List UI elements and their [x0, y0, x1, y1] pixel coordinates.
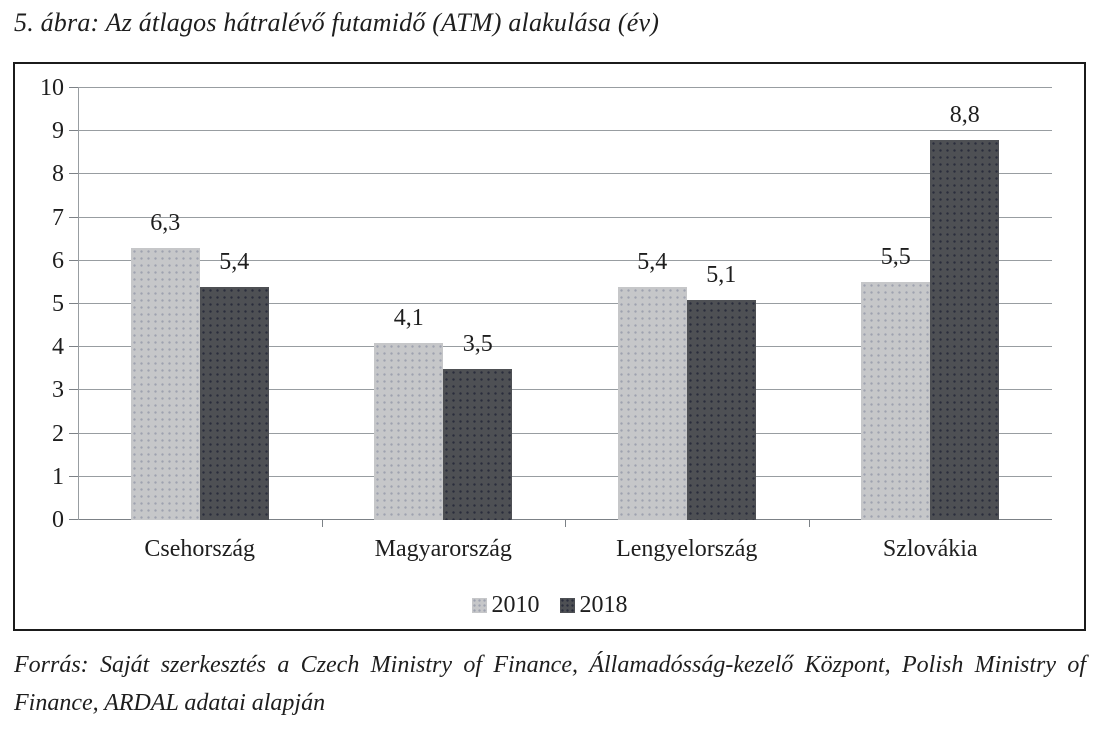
bar-value-2010-csehorszag: 6,3: [150, 209, 181, 236]
legend-swatch-2018: [559, 597, 575, 613]
legend-item-2018: 2018: [559, 592, 628, 618]
y-tick-7: [69, 216, 78, 218]
y-tick-3: [69, 389, 78, 391]
gridline-8: [78, 173, 1052, 175]
y-axis-label-9: 9: [52, 118, 64, 145]
gridline-1: [78, 475, 1052, 477]
source-line-1: Forrás: Saját szerkesztés a Czech Minist…: [14, 652, 1086, 678]
legend-label-2010: 2010: [491, 592, 540, 618]
y-tick-8: [69, 173, 78, 175]
x-axis-label-csehorszag: Csehország: [144, 536, 256, 562]
source-line-2: Finance, ARDAL adatai alapján: [14, 690, 326, 716]
source-note: Forrás: Saját szerkesztés a Czech Minist…: [14, 646, 1086, 722]
gridline-0: [78, 519, 1052, 520]
y-axis-label-8: 8: [52, 161, 64, 188]
y-axis-label-6: 6: [52, 247, 64, 274]
y-tick-5: [69, 303, 78, 304]
gridline-6: [78, 259, 1052, 261]
legend-item-2010: 2010: [471, 592, 540, 618]
y-tick-6: [69, 259, 78, 261]
gridline-2: [78, 432, 1052, 434]
bar-2018-magyarorszag: [443, 368, 513, 520]
y-axis-label-7: 7: [52, 204, 64, 231]
bar-2010-magyarorszag: [374, 342, 444, 520]
x-axis-label-magyarorszag: Magyarország: [374, 536, 512, 562]
bar-2018-csehorszag: [199, 286, 269, 520]
bar-value-2010-magyarorszag: 4,1: [393, 304, 424, 331]
legend-label-2018: 2018: [579, 592, 628, 618]
y-tick-1: [69, 475, 78, 477]
x-axis-label-lengyelorszag: Lengyelország: [616, 536, 758, 562]
y-axis-label-1: 1: [52, 463, 64, 490]
y-axis-line: [78, 88, 79, 520]
gridline-3: [78, 389, 1052, 391]
gridline-10: [78, 87, 1052, 88]
y-axis-label-4: 4: [52, 334, 64, 361]
bar-2010-lengyelorszag: [617, 286, 687, 520]
y-axis-label-5: 5: [52, 291, 64, 317]
gridline-4: [78, 346, 1052, 348]
x-tick-1: [321, 520, 323, 527]
legend-swatch-2010: [471, 597, 487, 613]
bar-2018-szlovakia: [930, 139, 1000, 520]
y-tick-0: [69, 519, 78, 520]
gridline-9: [78, 130, 1052, 132]
y-axis-label-10: 10: [40, 75, 64, 101]
bar-value-2018-magyarorszag: 3,5: [462, 330, 493, 357]
bar-value-2010-szlovakia: 5,5: [880, 244, 911, 271]
bar-2018-lengyelorszag: [686, 299, 756, 520]
y-axis-label-0: 0: [52, 507, 64, 533]
bar-value-2018-szlovakia: 8,8: [949, 101, 980, 128]
plot-area: 0 1 2 3 4 5 6 7 8 9 10 6,3 5,4 Csehország 4,1 3,5 Magyar…: [40, 75, 1052, 562]
y-axis-label-3: 3: [52, 377, 64, 404]
chart-legend: 2010 2018: [15, 591, 1084, 619]
y-axis-label-2: 2: [52, 420, 64, 447]
bar-value-2018-lengyelorszag: 5,1: [706, 261, 737, 288]
x-tick-3: [808, 520, 810, 527]
bar-2010-csehorszag: [130, 247, 200, 520]
x-tick-2: [565, 520, 566, 527]
bar-value-2010-lengyelorszag: 5,4: [637, 248, 668, 275]
bar-2010-szlovakia: [861, 282, 931, 520]
gridline-7: [78, 216, 1052, 218]
y-tick-4: [69, 346, 78, 348]
x-axis-label-szlovakia: Szlovákia: [882, 536, 978, 562]
y-tick-2: [69, 432, 78, 434]
chart-frame: 0 1 2 3 4 5 6 7 8 9 10 6,3 5,4 Csehország 4,1 3,5 Magyar…: [13, 62, 1086, 631]
gridline-5: [78, 303, 1052, 304]
bar-value-2018-csehorszag: 5,4: [219, 248, 250, 275]
y-tick-9: [69, 130, 78, 132]
y-tick-10: [69, 87, 78, 88]
figure-title: 5. ábra: Az átlagos hátralévő futamidő (…: [14, 8, 660, 37]
